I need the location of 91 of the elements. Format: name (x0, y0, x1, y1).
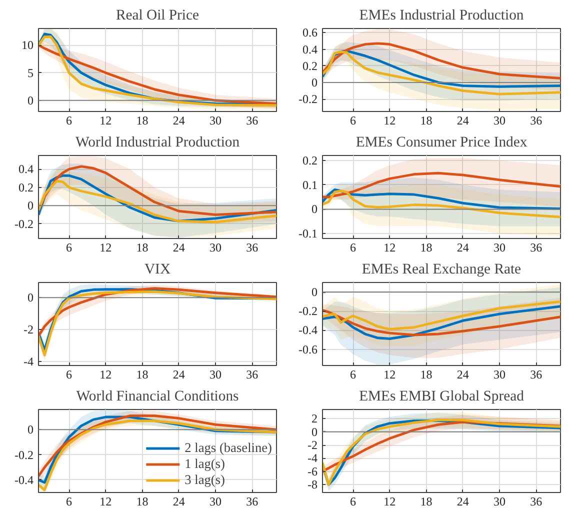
y-tick-label: 0.2 (302, 58, 318, 73)
x-tick-label: 6 (350, 368, 356, 382)
x-tick-label: 6 (66, 114, 72, 128)
y-tick-label: 10 (22, 38, 34, 52)
y-tick-label: -0.2 (298, 304, 318, 318)
y-tick-label: 0 (312, 75, 318, 90)
y-tick-label: -0.1 (298, 226, 318, 241)
y-tick-label: -0.4 (298, 323, 318, 338)
y-tick-label: 0.4 (18, 162, 34, 176)
x-tick-label: 36 (530, 114, 542, 128)
y-tick-label: 0 (28, 290, 34, 305)
chart-title: EMEs EMBI Global Spread (359, 388, 525, 404)
y-tick-label: 0.2 (302, 153, 318, 168)
x-tick-label: 24 (456, 368, 469, 382)
x-tick-label: 18 (420, 114, 432, 128)
x-tick-label: 30 (493, 368, 506, 382)
x-tick-label: 6 (66, 240, 72, 254)
y-tick-label: -0.2 (14, 216, 34, 231)
x-tick-label: 24 (172, 368, 185, 382)
x-tick-label: 12 (384, 368, 396, 382)
x-tick-label: 36 (246, 368, 258, 382)
y-tick-label: 0.6 (302, 26, 318, 40)
x-tick-label: 12 (384, 240, 396, 254)
x-tick-label: 6 (350, 494, 356, 508)
x-tick-label: 24 (172, 494, 185, 508)
chart-title: EMEs Real Exchange Rate (362, 262, 522, 278)
x-tick-label: 12 (100, 368, 112, 382)
x-tick-label: 18 (136, 368, 148, 382)
x-tick-label: 12 (100, 494, 112, 508)
y-tick-label: 0 (28, 422, 34, 437)
y-tick-label: -4 (24, 354, 34, 369)
x-tick-label: 6 (350, 240, 356, 254)
x-tick-label: 24 (172, 240, 185, 254)
y-tick-label: 0.4 (302, 42, 318, 56)
legend-label: 2 lags (baseline) (184, 440, 272, 456)
y-tick-label: -2 (24, 322, 34, 337)
y-tick-label: 5 (28, 66, 34, 80)
y-tick-label: -6 (308, 464, 318, 478)
chart-title: World Financial Conditions (76, 388, 240, 404)
chart-title: Real Oil Price (116, 8, 200, 24)
x-tick-label: 6 (66, 494, 72, 508)
legend-label: 3 lag(s) (184, 472, 225, 488)
x-tick-label: 18 (136, 240, 148, 254)
y-tick-label: -0.2 (298, 92, 318, 106)
y-tick-label: 0 (312, 424, 318, 439)
x-tick-label: 18 (136, 494, 148, 508)
y-tick-label: 2 (312, 412, 318, 426)
y-tick-label: 0.1 (302, 178, 318, 192)
y-tick-label: -0.4 (14, 472, 34, 487)
x-tick-label: 24 (456, 114, 469, 128)
x-tick-label: 30 (209, 494, 222, 508)
y-tick-label: 0 (28, 198, 34, 213)
y-tick-label: -8 (308, 478, 318, 492)
chart-title: EMEs Industrial Production (359, 8, 524, 24)
x-tick-label: 18 (420, 240, 432, 254)
x-tick-label: 36 (246, 240, 258, 254)
x-tick-label: 24 (456, 240, 469, 254)
x-tick-label: 36 (530, 368, 542, 382)
x-tick-label: 24 (172, 114, 185, 128)
y-tick-label: -2 (308, 438, 318, 452)
chart-title: EMEs Consumer Price Index (356, 134, 528, 150)
x-tick-label: 18 (136, 114, 148, 128)
y-tick-label: 0 (312, 202, 318, 216)
chart-title: World Industrial Production (75, 134, 240, 150)
x-tick-label: 36 (530, 240, 542, 254)
y-tick-label: 0 (312, 285, 318, 300)
x-tick-label: 30 (209, 368, 222, 382)
y-tick-label: 0.2 (18, 180, 34, 194)
x-tick-label: 12 (384, 494, 396, 508)
x-tick-label: 30 (209, 114, 222, 128)
x-tick-label: 36 (530, 494, 542, 508)
legend-label: 1 lag(s) (184, 456, 225, 472)
y-tick-label: -0.2 (14, 448, 34, 462)
x-tick-label: 24 (456, 494, 469, 508)
x-tick-label: 30 (493, 494, 506, 508)
x-tick-label: 36 (246, 114, 258, 128)
x-tick-label: 6 (350, 114, 356, 128)
x-tick-label: 12 (384, 114, 396, 128)
x-tick-label: 36 (246, 494, 258, 508)
y-tick-label: -0.6 (298, 342, 318, 356)
x-tick-label: 6 (66, 368, 72, 382)
x-tick-label: 30 (209, 240, 222, 254)
y-tick-label: 0 (28, 93, 34, 108)
x-tick-label: 18 (420, 368, 432, 382)
x-tick-label: 30 (493, 114, 506, 128)
y-tick-label: -4 (308, 451, 318, 466)
x-tick-label: 12 (100, 240, 112, 254)
x-tick-label: 18 (420, 494, 432, 508)
x-tick-label: 30 (493, 240, 506, 254)
x-tick-label: 12 (100, 114, 112, 128)
chart-title: VIX (144, 262, 171, 278)
